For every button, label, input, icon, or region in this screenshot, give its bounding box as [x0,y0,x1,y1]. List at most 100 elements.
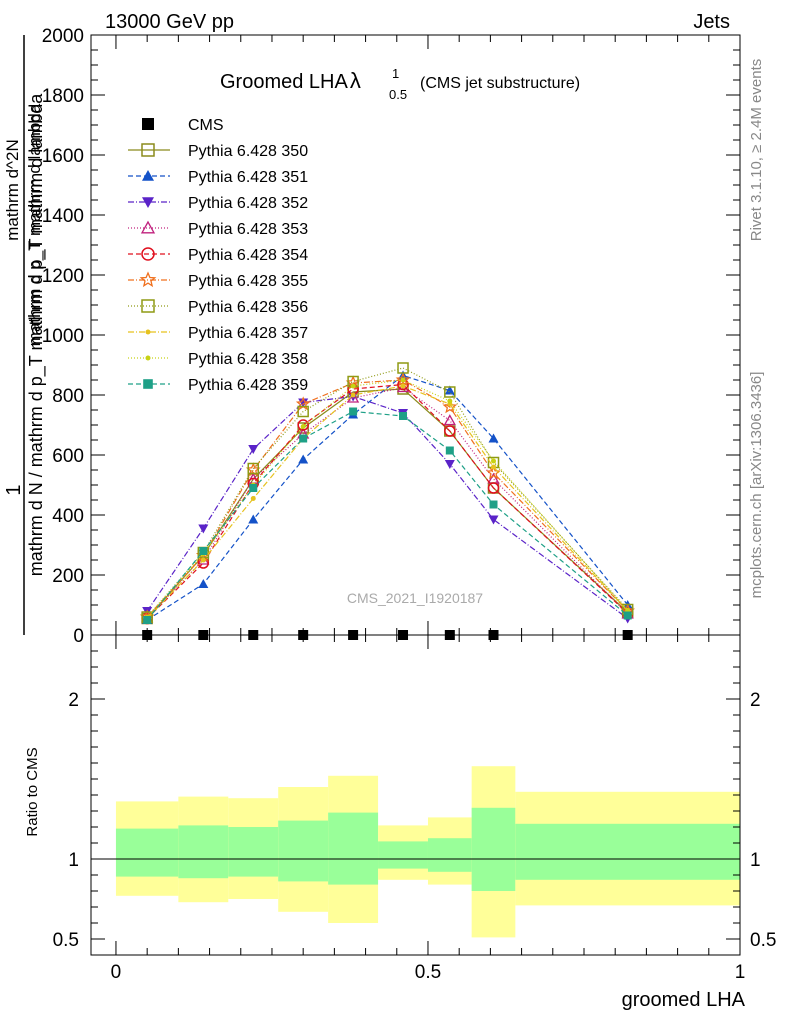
ratio-tick-label-right: 0.5 [750,930,776,951]
legend-label-7: Pythia 6.428 357 [188,325,308,342]
data-point [145,329,151,335]
series-line-4 [146,383,629,619]
x-tick-label: 1 [735,962,746,983]
y-axis-label-ratio: Ratio to CMS [24,747,41,836]
series-1 [142,370,633,624]
data-point [447,398,453,404]
cms-data-point [142,630,153,640]
data-point [444,385,455,395]
data-point [400,383,406,389]
data-point [350,392,356,398]
legend: CMS Pythia 6.428 350 Pythia 6.428 351 Pythi… [128,117,308,394]
data-point [400,377,406,383]
data-point [198,579,209,588]
ratio-band-inner-3 [278,820,329,882]
data-point [488,515,499,525]
data-point [248,445,259,454]
y-tick-label: 200 [52,566,84,587]
data-point [142,197,154,208]
title-subscript: 0.5 [389,87,407,102]
data-point [397,362,409,374]
data-point [140,220,156,234]
data-point [250,496,256,501]
ratio-band-inner-0 [115,828,179,877]
data-point [199,547,208,555]
legend-label-4: Pythia 6.428 354 [188,247,308,264]
data-point [445,446,454,455]
ratio-band-inner-5 [378,841,428,869]
axes: 0 200 400 600 800 1000 1200 1400 1600 1800 2000 0 0.… [42,26,777,983]
x-tick-label: 0 [111,962,122,983]
series-3 [141,381,634,623]
ratio-tick-label: 2 [68,690,79,711]
series-8 [144,377,631,620]
data-point [399,412,408,420]
analysis-id: CMS_2021_I1920187 [347,590,483,606]
ylabel-inner-num: mathrm d^2N [3,139,22,241]
series-line-3 [146,386,629,619]
data-point [145,355,151,361]
data-point [141,247,155,261]
ratio-band-inner-8 [515,823,740,880]
cms-data-point [444,630,455,640]
data-point [248,514,259,524]
data-point [198,524,209,534]
y-tick-label: 600 [52,446,84,467]
title-lambda: λ [350,68,361,93]
data-point [444,460,455,469]
data-point [297,405,309,418]
data-point [298,398,309,408]
cms-data-point [348,630,359,640]
series-4 [141,378,634,625]
y-tick-label: 1600 [42,146,84,167]
x-axis-label: groomed LHA [622,989,746,1011]
x-tick-label: 0.5 [415,962,441,983]
legend-label-5: Pythia 6.428 355 [188,273,308,290]
data-point [442,399,458,414]
ratio-band-inner-7 [471,807,516,891]
series-line-6 [146,367,629,618]
data-point [487,482,500,494]
plot-title: Groomed LHAλ [220,68,361,93]
side-label-rivet: Rivet 3.1.10, ≥ 2.4M events [748,59,765,242]
data-point [143,379,153,389]
legend-label-0: Pythia 6.428 350 [188,143,308,160]
data-point [489,500,498,509]
series-line-8 [146,379,629,618]
ratio-tick-label-right: 2 [750,690,761,711]
ratio-band-inner-6 [427,838,472,872]
data-point [247,462,259,475]
ylabel-inner-den: mathrm d p_T mathrm d lambda [25,103,44,346]
ratio-tick-label: 1 [68,850,79,871]
legend-label-3: Pythia 6.428 353 [188,221,308,238]
header-left-label: 13000 GeV pp [105,11,234,33]
series-layer [139,362,636,640]
data-point [297,419,309,431]
data-point [395,372,411,387]
series-cms [142,630,633,640]
data-point [491,464,497,470]
series-line-2 [146,395,629,619]
series-line-7 [146,385,629,619]
data-point [139,271,157,288]
data-point [298,454,309,464]
legend-label-2: Pythia 6.428 352 [188,195,308,212]
y-tick-label: 1200 [42,266,84,287]
series-5 [139,372,636,624]
legend-marker-cms [142,118,154,130]
data-point [143,616,152,624]
data-point [141,299,155,313]
data-point [444,386,456,398]
data-point [491,458,497,464]
data-point [299,434,308,443]
legend-label-cms: CMS [188,117,224,134]
y-tick-label: 1000 [42,326,84,347]
y-tick-label: 1800 [42,86,84,107]
series-6 [141,362,634,623]
series-9 [143,407,632,624]
cms-data-point [488,630,499,640]
y-axis-label-main: 1 mathrm d N / mathrm d p_T mathrm d p_T… [3,35,47,635]
cms-data-point [298,630,309,640]
data-point [623,611,632,620]
data-point [488,433,499,443]
